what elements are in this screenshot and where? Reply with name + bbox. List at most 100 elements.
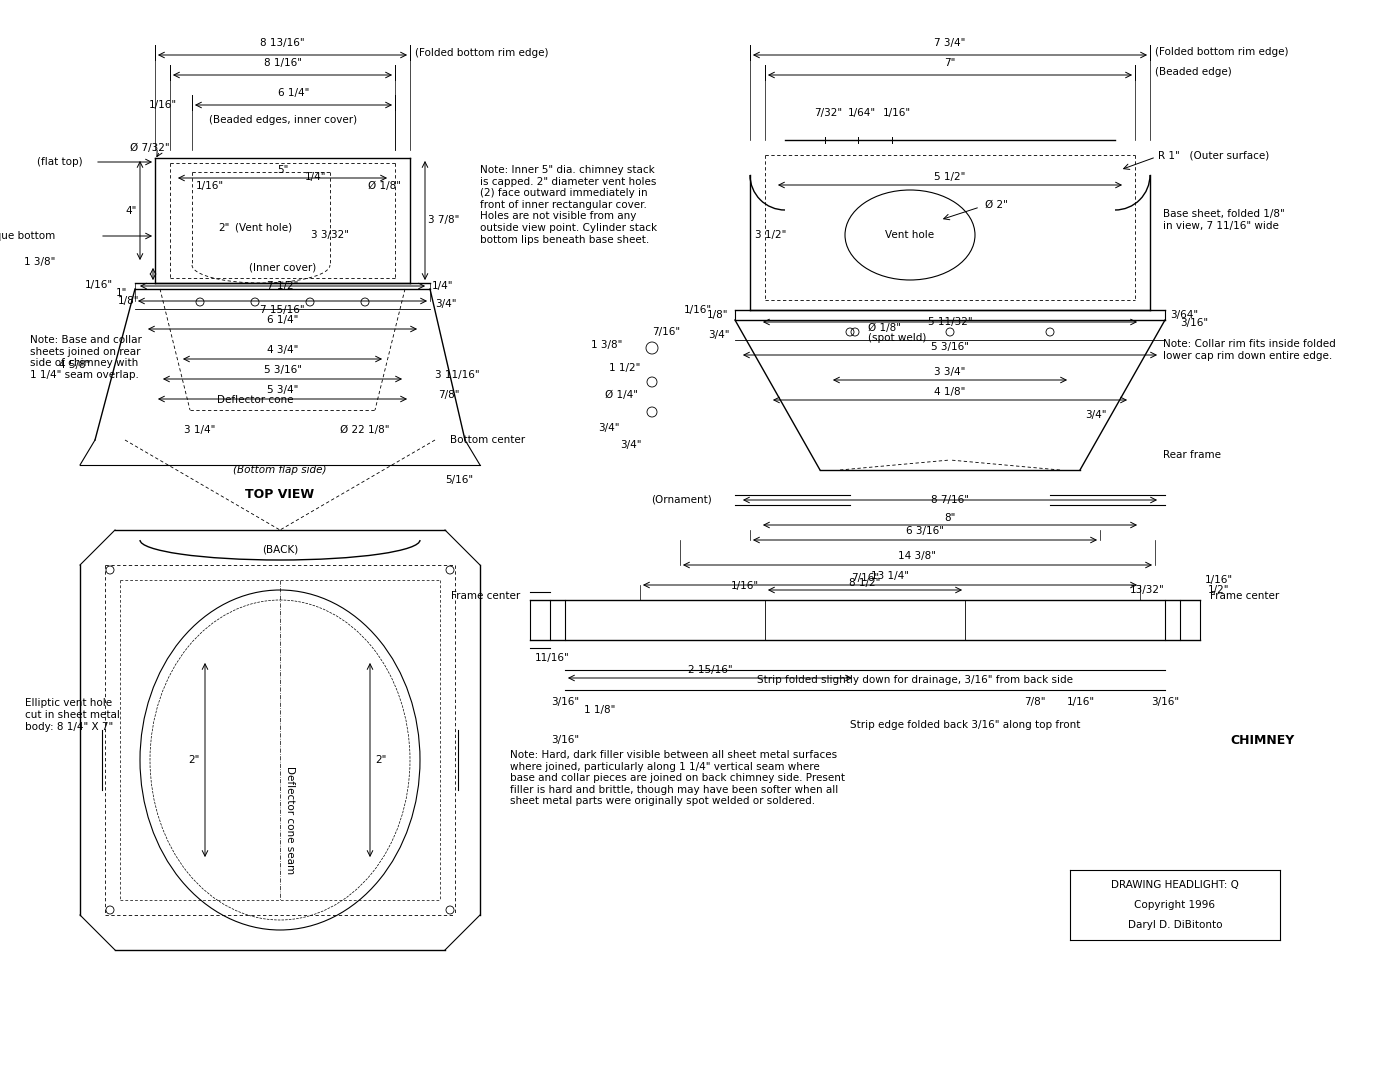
Text: 13 1/4": 13 1/4" bbox=[870, 571, 909, 581]
Text: 3 7/8": 3 7/8" bbox=[427, 216, 460, 226]
Text: 3/16": 3/16" bbox=[1180, 318, 1208, 328]
Text: 3/16": 3/16" bbox=[550, 697, 580, 707]
Text: 1 3/8": 1 3/8" bbox=[591, 340, 622, 350]
Text: 3/4": 3/4" bbox=[1085, 410, 1106, 420]
Text: 3/16": 3/16" bbox=[1151, 697, 1179, 707]
Text: (Bottom flap side): (Bottom flap side) bbox=[233, 465, 327, 475]
Text: 5": 5" bbox=[277, 165, 288, 175]
Text: 7/32": 7/32" bbox=[814, 108, 842, 118]
Text: 1/8": 1/8" bbox=[707, 310, 728, 320]
Text: 7 15/16": 7 15/16" bbox=[260, 305, 305, 315]
Text: (Inner cover): (Inner cover) bbox=[250, 264, 317, 273]
Text: (Folded bottom rim edge): (Folded bottom rim edge) bbox=[415, 48, 549, 58]
Text: 3/4": 3/4" bbox=[620, 440, 643, 450]
Text: (Beaded edges, inner cover): (Beaded edges, inner cover) bbox=[210, 114, 358, 125]
Text: 3/4": 3/4" bbox=[434, 299, 457, 309]
Text: 5/16": 5/16" bbox=[446, 475, 474, 485]
Text: 7 1/2": 7 1/2" bbox=[267, 281, 298, 291]
Text: 7/16": 7/16" bbox=[851, 573, 879, 583]
Text: 1 1/8": 1 1/8" bbox=[584, 705, 616, 715]
Text: (Ornament): (Ornament) bbox=[651, 495, 712, 505]
Text: (Vent hole): (Vent hole) bbox=[235, 222, 292, 233]
Text: 3 11/16": 3 11/16" bbox=[434, 370, 479, 380]
Text: Note: Inner 5" dia. chimney stack
is capped. 2" diameter vent holes
(2) face out: Note: Inner 5" dia. chimney stack is cap… bbox=[481, 165, 657, 244]
Text: 11/16": 11/16" bbox=[535, 653, 570, 663]
Text: 4": 4" bbox=[126, 205, 137, 216]
Text: 2 15/16": 2 15/16" bbox=[687, 665, 732, 675]
Text: 8 7/16": 8 7/16" bbox=[930, 495, 970, 505]
Text: 8 1/16": 8 1/16" bbox=[264, 58, 302, 68]
Text: 3 1/2": 3 1/2" bbox=[754, 230, 787, 240]
Text: 1/8": 1/8" bbox=[117, 296, 138, 306]
Text: Base sheet, folded 1/8"
in view, 7 11/16" wide: Base sheet, folded 1/8" in view, 7 11/16… bbox=[1162, 210, 1285, 231]
Text: 4 1/8": 4 1/8" bbox=[935, 387, 965, 397]
Text: 3/16": 3/16" bbox=[550, 735, 580, 745]
Text: 3/64": 3/64" bbox=[1171, 310, 1199, 320]
Text: Daryl D. DiBitonto: Daryl D. DiBitonto bbox=[1127, 920, 1222, 930]
Text: TOP VIEW: TOP VIEW bbox=[246, 488, 314, 501]
Text: 1/16": 1/16" bbox=[731, 581, 759, 591]
Text: 1/16": 1/16" bbox=[1206, 575, 1234, 585]
Text: 1/16": 1/16" bbox=[883, 108, 911, 118]
Text: DRAWING HEADLIGHT: Q: DRAWING HEADLIGHT: Q bbox=[1111, 880, 1239, 890]
Text: 1/4": 1/4" bbox=[432, 281, 454, 291]
Text: Ø 1/8": Ø 1/8" bbox=[367, 181, 401, 191]
Text: 13/32": 13/32" bbox=[1130, 585, 1165, 595]
Text: 3 3/4": 3 3/4" bbox=[935, 367, 965, 377]
Text: Note: Hard, dark filler visible between all sheet metal surfaces
where joined, p: Note: Hard, dark filler visible between … bbox=[510, 750, 845, 807]
Text: 1/16": 1/16" bbox=[685, 305, 712, 315]
Text: 2": 2" bbox=[189, 755, 200, 765]
Text: 8 13/16": 8 13/16" bbox=[260, 38, 305, 48]
Text: Plaque bottom: Plaque bottom bbox=[0, 231, 54, 241]
Text: 1/16": 1/16" bbox=[85, 280, 113, 291]
Text: 8 1/2": 8 1/2" bbox=[849, 578, 880, 588]
Text: Rear frame: Rear frame bbox=[1162, 450, 1221, 460]
Text: 5 3/16": 5 3/16" bbox=[930, 342, 970, 352]
Text: 14 3/8": 14 3/8" bbox=[898, 551, 936, 561]
Text: 5 1/2": 5 1/2" bbox=[935, 172, 965, 183]
Text: 5 3/16": 5 3/16" bbox=[264, 365, 302, 375]
Text: Ø 22 1/8": Ø 22 1/8" bbox=[339, 426, 390, 435]
Text: 6 1/4": 6 1/4" bbox=[267, 315, 298, 325]
Text: Bottom center: Bottom center bbox=[450, 435, 525, 445]
Text: Elliptic vent hole
cut in sheet metal
body: 8 1/4" X 7": Elliptic vent hole cut in sheet metal bo… bbox=[25, 699, 120, 731]
Text: Copyright 1996: Copyright 1996 bbox=[1134, 900, 1215, 910]
Text: 1/16": 1/16" bbox=[1067, 697, 1095, 707]
Text: 5 11/32": 5 11/32" bbox=[928, 318, 972, 327]
Text: Ø 2": Ø 2" bbox=[985, 200, 1007, 210]
Text: 7": 7" bbox=[944, 58, 956, 68]
Text: 6 1/4": 6 1/4" bbox=[278, 87, 309, 98]
Text: Deflector cone: Deflector cone bbox=[217, 395, 293, 405]
Text: Deflector cone seam: Deflector cone seam bbox=[285, 766, 295, 874]
Text: 4 3/4": 4 3/4" bbox=[267, 345, 298, 355]
Text: 6 3/16": 6 3/16" bbox=[907, 526, 944, 536]
Text: (spot weld): (spot weld) bbox=[868, 333, 926, 343]
Text: 1/64": 1/64" bbox=[848, 108, 876, 118]
Text: 7 3/4": 7 3/4" bbox=[935, 38, 965, 48]
Text: 1": 1" bbox=[116, 288, 127, 298]
Text: 4 5/8": 4 5/8" bbox=[59, 360, 89, 370]
Text: 8": 8" bbox=[944, 513, 956, 523]
Text: CHIMNEY: CHIMNEY bbox=[1229, 733, 1294, 746]
Text: Frame center: Frame center bbox=[1210, 591, 1280, 600]
Text: 7/8": 7/8" bbox=[439, 390, 460, 400]
Text: (BACK): (BACK) bbox=[261, 545, 298, 555]
Text: 3 3/32": 3 3/32" bbox=[312, 230, 349, 240]
Text: 1/2": 1/2" bbox=[1208, 585, 1229, 595]
Text: 1/16": 1/16" bbox=[149, 100, 177, 110]
Text: (flat top): (flat top) bbox=[38, 157, 82, 167]
Text: Vent hole: Vent hole bbox=[886, 230, 935, 240]
Text: 1 3/8": 1 3/8" bbox=[24, 257, 54, 267]
Text: Ø 1/8": Ø 1/8" bbox=[868, 323, 901, 333]
Text: 7/8": 7/8" bbox=[1024, 697, 1046, 707]
Text: (Folded bottom rim edge): (Folded bottom rim edge) bbox=[1155, 48, 1288, 57]
Text: 2": 2" bbox=[374, 755, 387, 765]
Text: (Beaded edge): (Beaded edge) bbox=[1155, 67, 1232, 77]
Text: 7/16": 7/16" bbox=[652, 327, 680, 337]
Text: R 1"   (Outer surface): R 1" (Outer surface) bbox=[1158, 150, 1270, 160]
Text: Frame center: Frame center bbox=[451, 591, 520, 600]
Text: 5 3/4": 5 3/4" bbox=[267, 384, 298, 395]
Text: 1 1/2": 1 1/2" bbox=[609, 363, 640, 373]
Text: Strip folded slightly down for drainage, 3/16" from back side: Strip folded slightly down for drainage,… bbox=[757, 675, 1073, 685]
Text: Ø 7/32": Ø 7/32" bbox=[130, 143, 169, 153]
